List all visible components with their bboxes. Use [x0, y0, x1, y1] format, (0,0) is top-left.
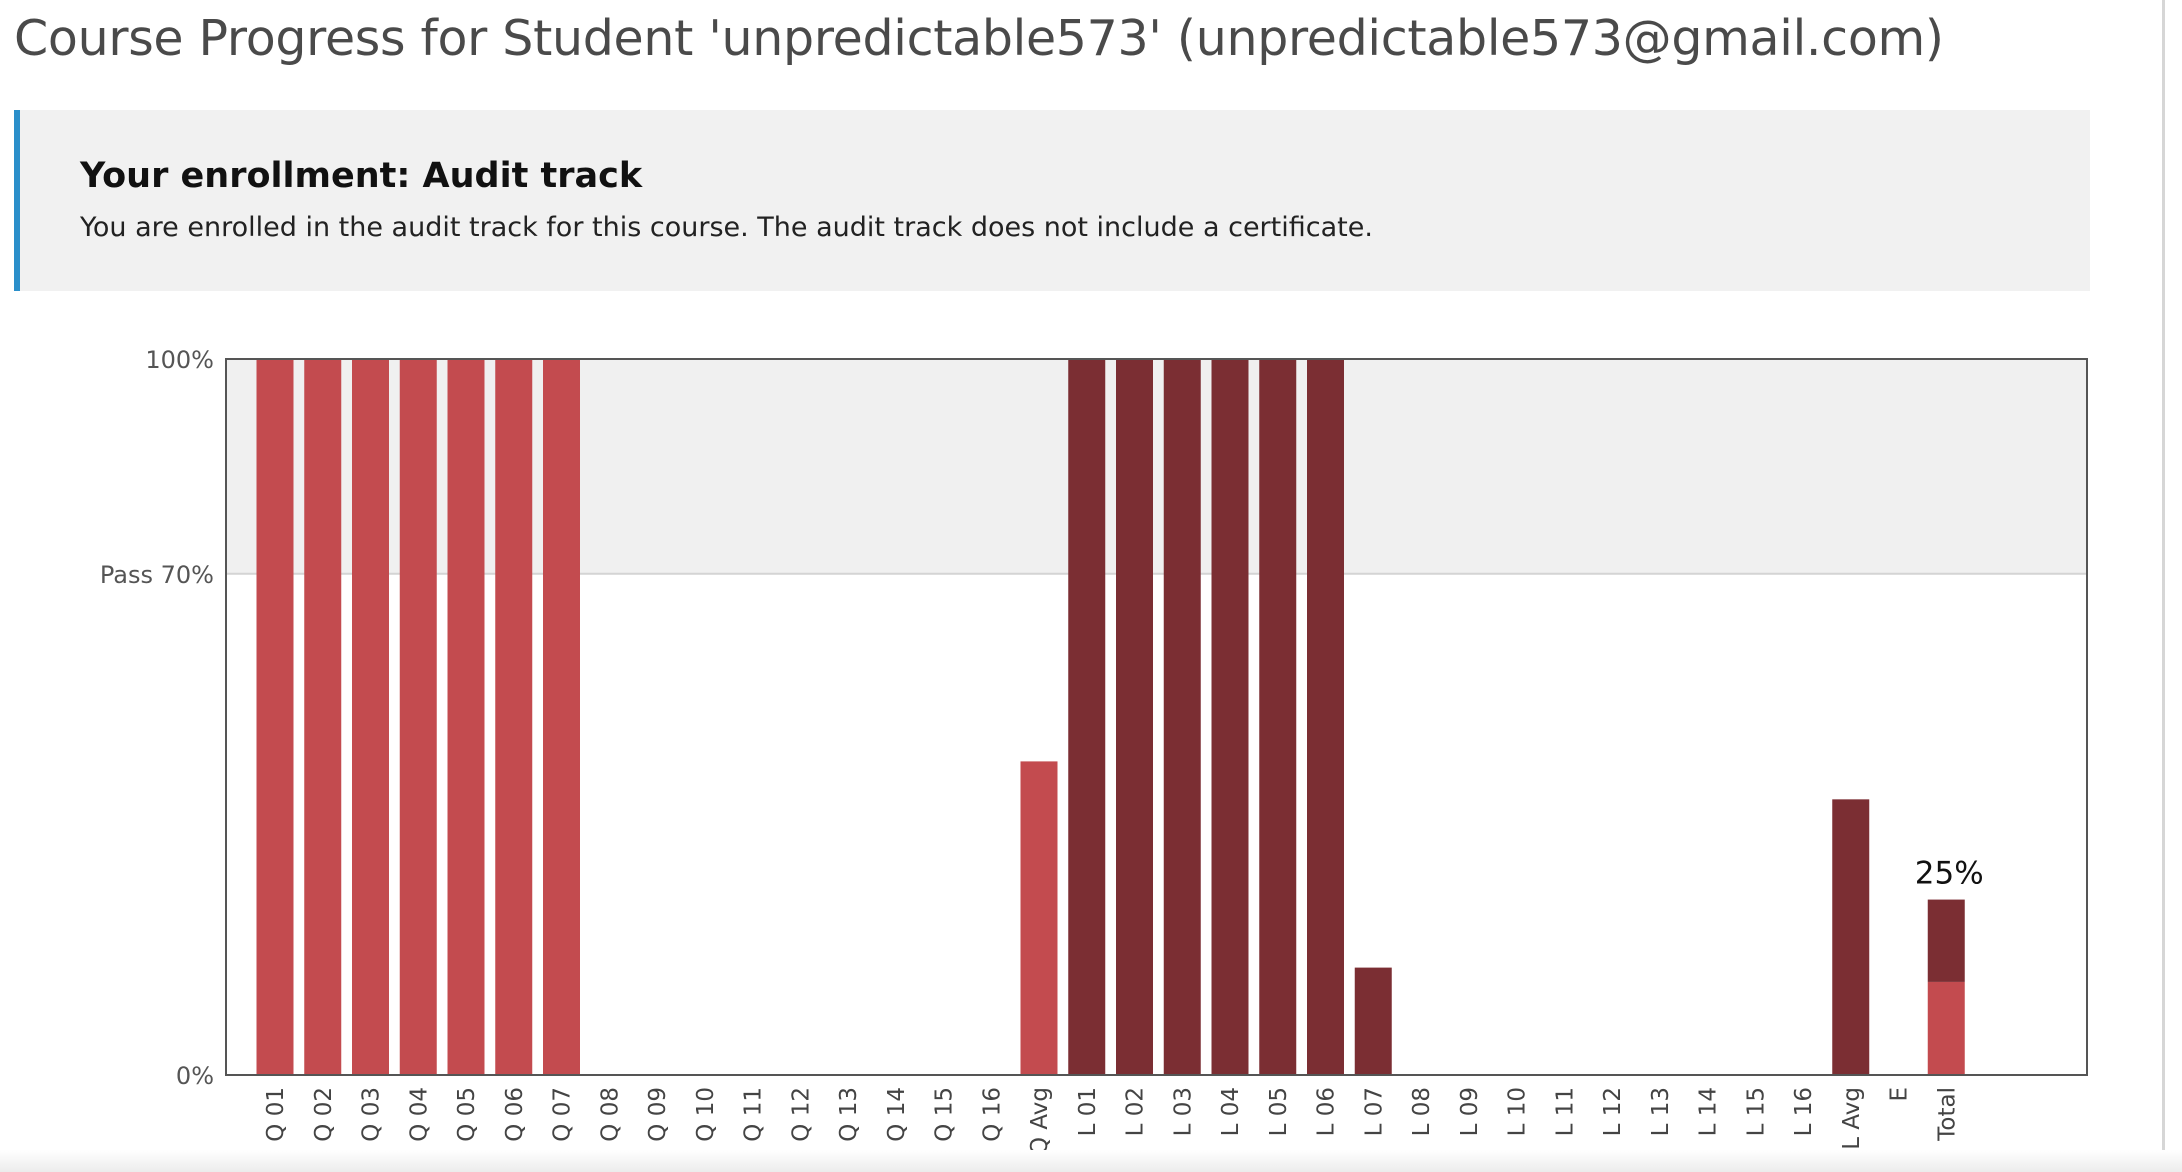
x-label-l-14: L 14	[1696, 1087, 1722, 1136]
x-label-q-06: Q 06	[502, 1087, 528, 1142]
x-label-q-08: Q 08	[597, 1087, 623, 1142]
bar-l-03	[1163, 359, 1201, 1075]
scrollbar-edge	[2162, 0, 2165, 1172]
bar-l-06	[1307, 359, 1344, 1075]
x-label-q-07: Q 07	[550, 1087, 576, 1142]
x-label-l-02: L 02	[1123, 1087, 1149, 1136]
bar-total-quiz	[1927, 981, 1965, 1075]
x-label-total: Total	[1934, 1087, 1960, 1142]
x-label-q-09: Q 09	[645, 1087, 671, 1142]
x-label-q-05: Q 05	[454, 1087, 480, 1142]
page-title: Course Progress for Student 'unpredictab…	[14, 10, 1944, 67]
bar-q-04	[399, 359, 437, 1075]
x-label-l-08: L 08	[1409, 1087, 1435, 1136]
bar-q-avg	[1020, 761, 1058, 1075]
bar-q-05	[447, 359, 485, 1075]
y-tick-label: 0%	[176, 1062, 214, 1090]
bar-q-03	[352, 359, 389, 1075]
x-label-l-05: L 05	[1266, 1087, 1292, 1136]
x-label-l-avg: L Avg	[1839, 1087, 1865, 1150]
y-axis-ticks: 100% Pass 70% 0%	[100, 346, 214, 1090]
bar-q-07	[543, 359, 580, 1075]
bar-l-02	[1116, 359, 1153, 1075]
bottom-shadow	[0, 1150, 2182, 1172]
bar-l-07	[1354, 967, 1392, 1075]
x-label-l-16: L 16	[1791, 1087, 1817, 1136]
bar-q-01	[256, 359, 294, 1075]
x-label-q-16: Q 16	[979, 1087, 1005, 1142]
x-label-e: E	[1887, 1087, 1913, 1102]
x-label-q-15: Q 15	[932, 1087, 958, 1142]
total-value-label: 25%	[1915, 856, 1984, 892]
plot-frame	[225, 358, 2088, 1076]
x-label-l-07: L 07	[1361, 1087, 1387, 1136]
x-label-q-10: Q 10	[693, 1087, 719, 1142]
x-label-l-06: L 06	[1314, 1087, 1340, 1136]
x-label-l-10: L 10	[1505, 1087, 1531, 1136]
x-label-l-01: L 01	[1075, 1087, 1101, 1136]
bar-l-avg	[1832, 799, 1870, 1075]
bar-l-05	[1259, 359, 1297, 1075]
enrollment-message-box: Your enrollment: Audit track You are enr…	[14, 110, 2090, 291]
x-label-q-14: Q 14	[884, 1087, 910, 1142]
x-label-l-12: L 12	[1600, 1087, 1626, 1136]
x-label-q-12: Q 12	[788, 1087, 814, 1142]
x-label-q-03: Q 03	[359, 1087, 385, 1142]
x-label-l-11: L 11	[1552, 1087, 1578, 1136]
pass-zone-band	[226, 359, 2087, 574]
bar-l-01	[1068, 359, 1106, 1075]
y-tick-label: Pass 70%	[100, 561, 214, 589]
enrollment-description: You are enrolled in the audit track for …	[80, 212, 1373, 243]
bar-total-lab	[1927, 899, 1965, 982]
x-label-q-01: Q 01	[263, 1087, 289, 1142]
x-label-q-13: Q 13	[836, 1087, 862, 1142]
x-label-l-04: L 04	[1218, 1087, 1244, 1136]
bars-layer: 25%	[256, 359, 1984, 1075]
bar-q-02	[304, 359, 342, 1075]
x-label-l-15: L 15	[1743, 1087, 1769, 1136]
x-label-q-04: Q 04	[406, 1087, 432, 1142]
x-label-q-avg: Q Avg	[1027, 1087, 1053, 1155]
x-label-l-03: L 03	[1170, 1087, 1196, 1136]
x-axis-labels: Q 01 Q 02 Q 03 Q 04 Q 05 Q 06 Q 07 Q 08 Q 09 Q 10…	[263, 1087, 1960, 1155]
x-label-q-11: Q 11	[741, 1087, 767, 1142]
bar-q-06	[495, 359, 533, 1075]
x-label-q-02: Q 02	[311, 1087, 337, 1142]
x-label-l-13: L 13	[1648, 1087, 1674, 1136]
enrollment-heading: Your enrollment: Audit track	[80, 156, 643, 196]
bar-l-04	[1211, 359, 1249, 1075]
x-label-l-09: L 09	[1457, 1087, 1483, 1136]
y-tick-label: 100%	[145, 346, 214, 374]
